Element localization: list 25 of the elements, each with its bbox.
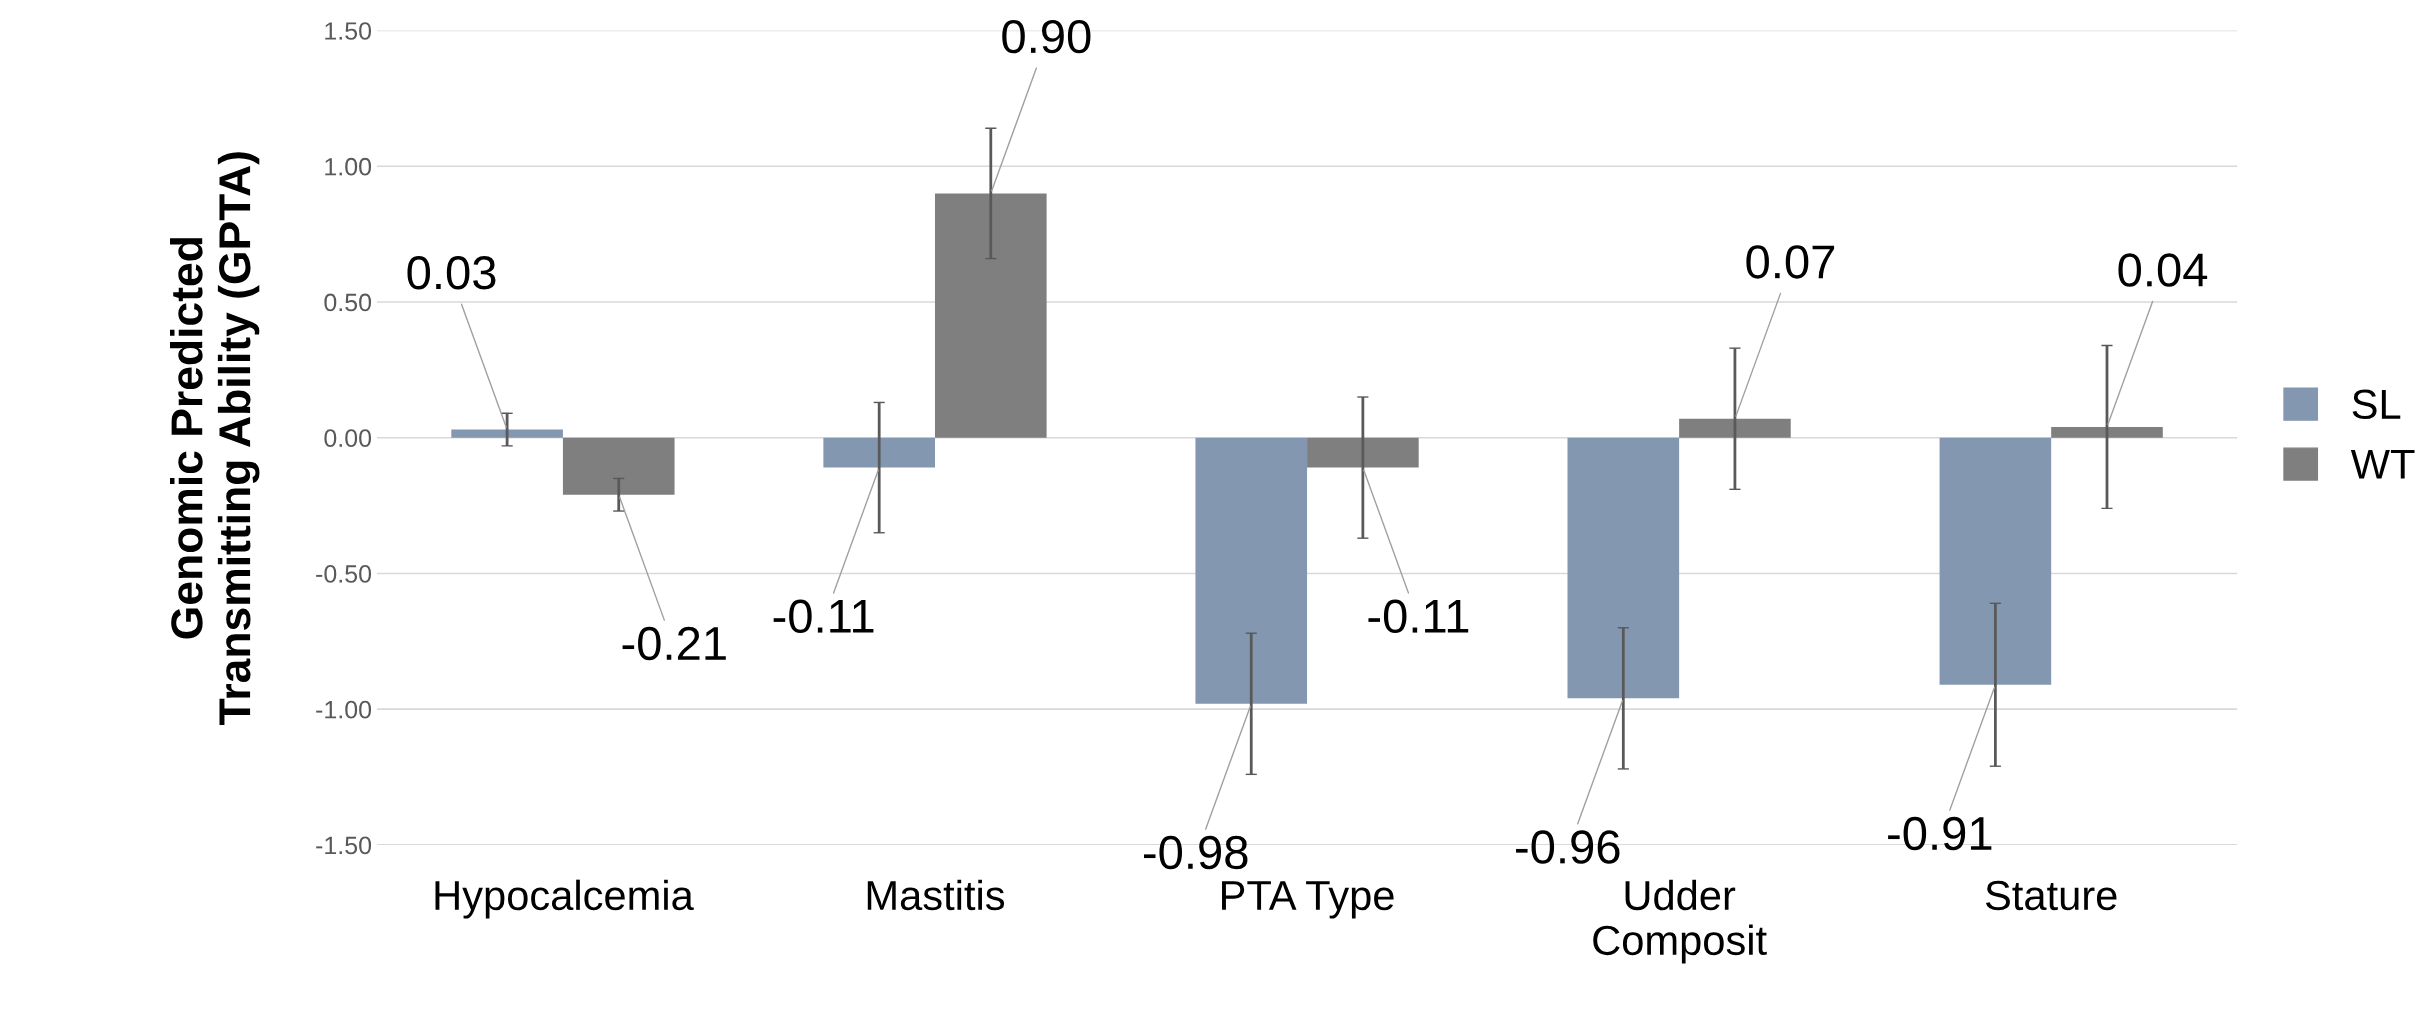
- y-tick-label: -1.00: [316, 700, 372, 719]
- legend-label: SL: [2352, 389, 2401, 420]
- x-tick-label: PTA Type: [1222, 881, 1394, 919]
- data-label: -0.11: [773, 599, 874, 634]
- x-tick-label: Hypocalcemia: [435, 879, 694, 919]
- data-label: 0.03: [407, 256, 496, 290]
- data-label: -0.11: [1368, 599, 1469, 634]
- legend-label: WT: [2350, 449, 2415, 479]
- data-label: -0.21: [622, 626, 726, 661]
- x-tick-label: Mastitis: [867, 879, 1005, 911]
- data-label: 0.07: [1746, 245, 1835, 279]
- x-tick-label: Stature: [1985, 880, 2117, 911]
- x-tick-label: Udder Composit: [1593, 879, 1767, 964]
- data-label: 0.04: [2118, 253, 2208, 287]
- y-tick-label: -1.50: [316, 836, 372, 855]
- y-tick-label: 1.00: [325, 157, 372, 176]
- data-label: -0.96: [1516, 830, 1620, 864]
- y-axis-title: Genomic Predicted Transmitting Ability (GPTA): [170, 152, 260, 725]
- y-tick-label: 0.00: [324, 429, 372, 448]
- data-label: 0.90: [1002, 19, 1091, 54]
- y-tick-label: -0.50: [316, 565, 372, 583]
- y-tick-label: 1.50: [325, 22, 372, 40]
- y-tick-label: 0.50: [324, 293, 372, 312]
- data-label: -0.91: [1888, 816, 1992, 851]
- data-label: -0.98: [1143, 835, 1248, 870]
